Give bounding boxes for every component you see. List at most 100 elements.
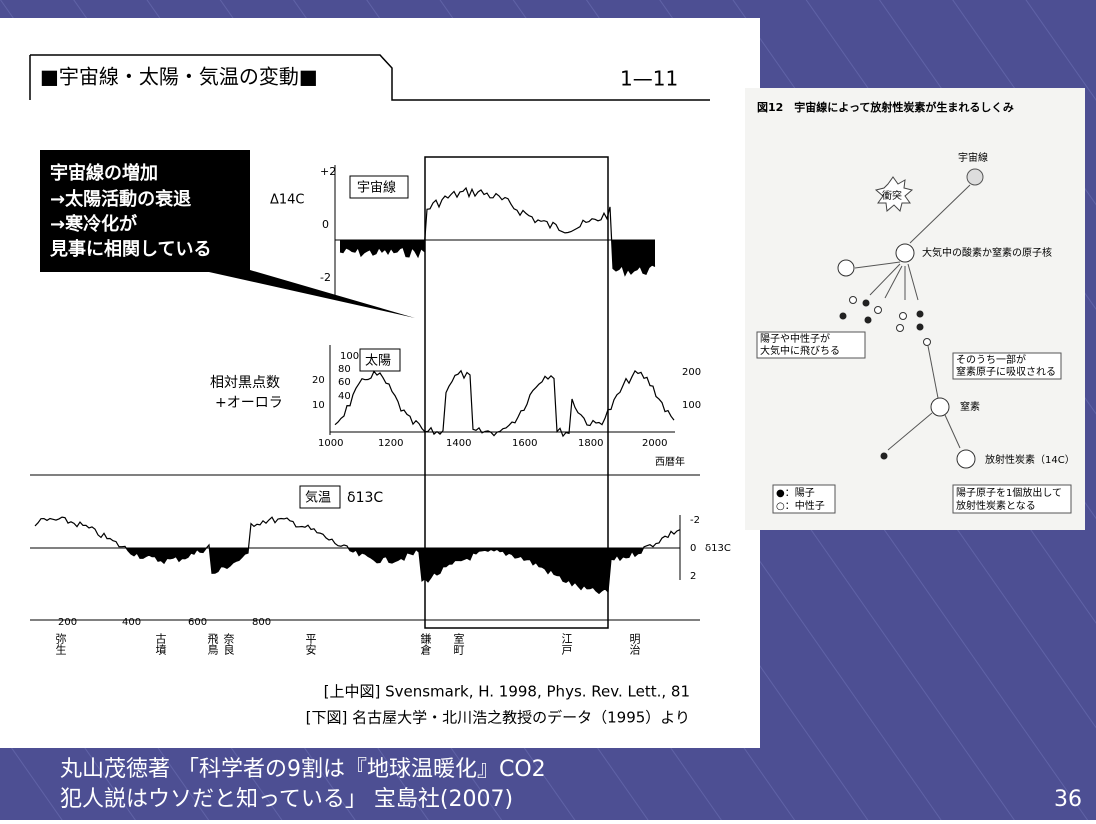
tick-label: 0 <box>322 218 329 231</box>
era-label: 弥生 <box>54 632 67 655</box>
era-label: 明治 <box>628 633 641 656</box>
tick-label: 0 <box>690 543 696 554</box>
arrow <box>909 184 971 244</box>
panel-label-box <box>359 348 401 372</box>
icon <box>895 243 915 263</box>
source-text: [上中図] Svensmark, H. 1998, Phys. Rev. Let… <box>324 683 690 701</box>
tick-label: -2 <box>320 271 331 284</box>
era-label: 平安 <box>304 633 317 656</box>
tick-label: 1000 <box>318 438 343 449</box>
tick-label: 200 <box>58 617 77 628</box>
callout-box <box>40 150 250 272</box>
icon <box>966 168 984 186</box>
panel-label-box <box>349 175 409 199</box>
panel-label: 宇宙線 <box>357 180 396 196</box>
label: 大気中の酸素か窒素の原子核 <box>922 246 1052 259</box>
tick-label: 600 <box>188 617 207 628</box>
callout-text: →太陽活動の衰退 <box>50 188 191 210</box>
era-label: 奈良 <box>222 632 235 656</box>
trace <box>339 186 656 277</box>
callout-pointer <box>200 270 415 318</box>
tick-label: 1600 <box>512 438 537 449</box>
note-text: 陽子原子を1個放出して <box>956 486 1062 499</box>
note-text: 窒素原子に吸収される <box>956 365 1056 378</box>
figure-title: ■宇宙線・太陽・気温の変動■ <box>40 65 318 89</box>
tick-label: 1200 <box>378 438 403 449</box>
note-text: 大気中に飛びちる <box>760 344 840 357</box>
legend-text: ●：陽子 <box>776 487 815 499</box>
tick-label: 100 <box>340 351 359 362</box>
icon <box>874 176 914 212</box>
icon <box>916 323 924 331</box>
tick-label: +2 <box>320 165 336 178</box>
caption: 犯人説はウソだと知っている」 宝島社(2007) <box>60 787 513 812</box>
label: 窒素 <box>960 400 980 413</box>
callout-text: 見事に相関している <box>49 238 211 260</box>
arrow <box>927 345 939 399</box>
title-frame <box>30 54 710 101</box>
era-label: 古墳 <box>154 633 167 656</box>
tick-label: 2 <box>690 571 696 582</box>
era-label: 鎌倉 <box>419 632 432 656</box>
figure-title: 図12 宇宙線によって放射性炭素が生まれるしくみ <box>757 100 1014 114</box>
note-text: 放射性炭素となる <box>956 499 1036 512</box>
icon <box>930 397 950 417</box>
panel-label-box <box>299 485 341 509</box>
icon <box>880 452 888 460</box>
note-box <box>952 484 1072 514</box>
axis-label: Δ14C <box>270 193 305 208</box>
era-label: 室町 <box>452 632 465 655</box>
tick-label: 60 <box>338 377 351 388</box>
axis-unit: 西暦年 <box>655 455 685 468</box>
icon <box>874 306 882 314</box>
tick-label: 400 <box>122 617 141 628</box>
arrow <box>887 412 961 451</box>
icon <box>956 449 976 469</box>
source-text: [下図] 名古屋大学・北川浩之教授のデータ（1995）より <box>306 709 690 727</box>
icon <box>864 316 872 324</box>
axis-label: δ13C <box>705 543 731 554</box>
icon <box>837 259 855 277</box>
tick-label: 200 <box>682 367 701 378</box>
trace <box>34 516 681 595</box>
label: 放射性炭素（14C） <box>985 453 1075 466</box>
panel-label: 太陽 <box>365 354 391 369</box>
era-label: 江戸 <box>560 633 573 656</box>
legend-box <box>772 484 836 514</box>
note-box <box>756 331 866 359</box>
tick-label: 20 <box>312 375 325 386</box>
axis-label: δ13C <box>347 490 383 506</box>
trace <box>334 369 675 438</box>
page-number: 36 <box>1054 787 1082 812</box>
tick-label: 40 <box>338 391 351 402</box>
tick-label: 10 <box>312 400 325 411</box>
axis-label: +オーロラ <box>215 395 283 411</box>
panel-label: 気温 <box>305 490 331 506</box>
trace-fill <box>35 548 680 594</box>
icon <box>899 312 907 320</box>
tick-label: 1400 <box>446 438 471 449</box>
left-figure <box>0 18 760 748</box>
note-box <box>952 352 1062 380</box>
right-figure <box>745 88 1085 530</box>
tick-label: 100 <box>682 400 701 411</box>
note-text: そのうち一部が <box>956 353 1026 366</box>
arrow <box>854 261 919 301</box>
callout-text: 宇宙線の増加 <box>50 162 158 184</box>
note-text: 陽子や中性子が <box>760 332 830 345</box>
icon <box>862 299 870 307</box>
trace-fill <box>340 240 655 276</box>
tick-label: 1800 <box>578 438 603 449</box>
figure-number: 1—11 <box>620 67 678 91</box>
label: 衝突 <box>882 189 902 202</box>
icon <box>896 324 904 332</box>
tick-label: 2000 <box>642 438 667 449</box>
icon <box>923 338 931 346</box>
tick-label: 80 <box>338 364 351 375</box>
icon <box>916 310 924 318</box>
callout-text: →寒冷化が <box>50 213 137 235</box>
legend-text: ○：中性子 <box>776 499 825 512</box>
tick-label: -2 <box>690 515 700 526</box>
